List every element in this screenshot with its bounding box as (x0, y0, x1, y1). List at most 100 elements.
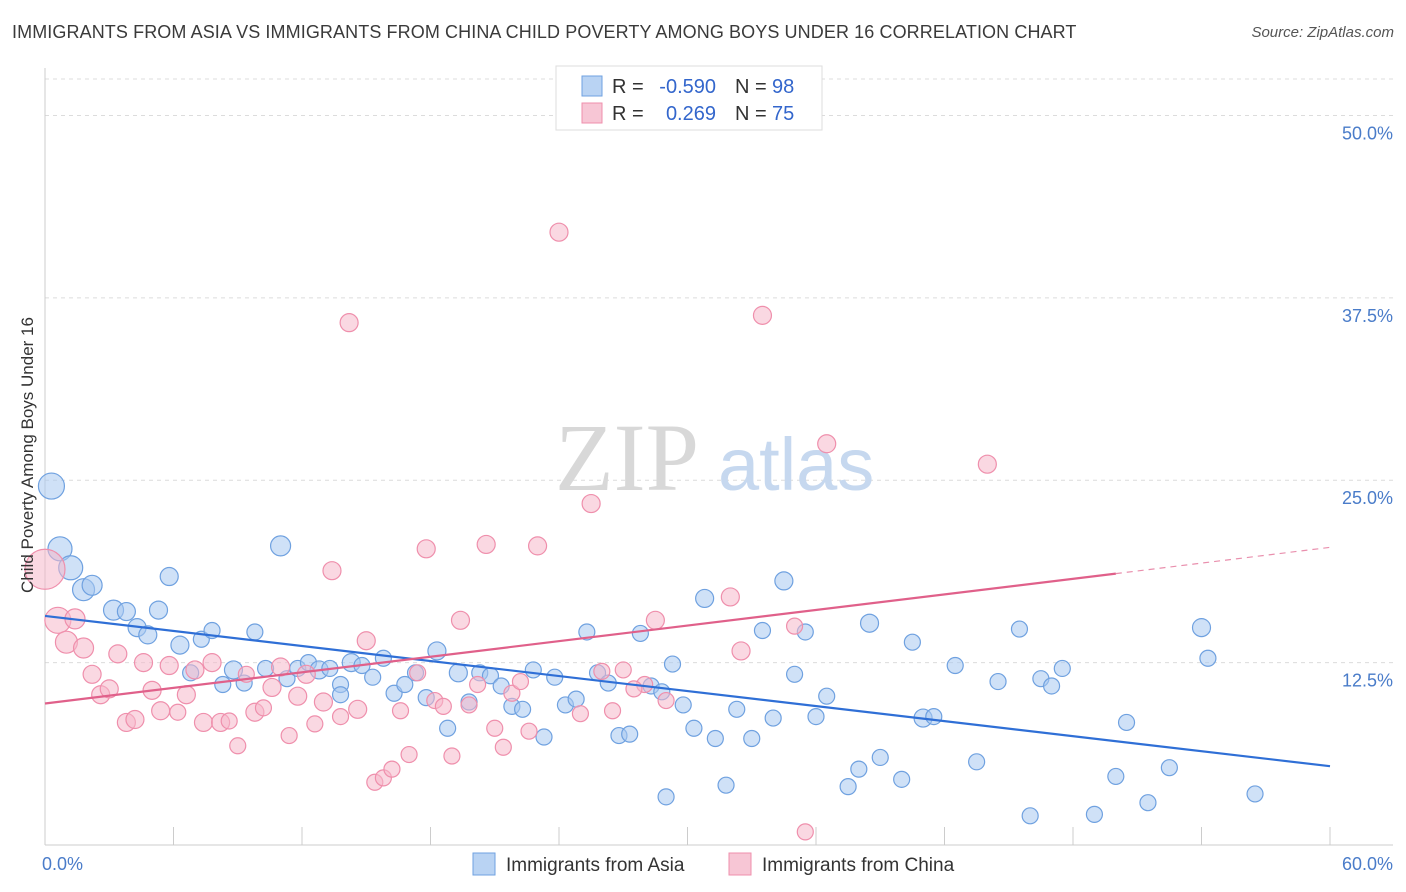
series-legend-label: Immigrants from China (762, 855, 955, 876)
china-point (288, 686, 308, 706)
asia-point (567, 690, 585, 708)
asia-point (818, 687, 836, 705)
china-point (486, 719, 504, 737)
china-point (527, 536, 548, 556)
y-tick-label: 12.5% (1342, 671, 1393, 691)
asia-point (621, 725, 639, 743)
asia-point (839, 778, 857, 796)
asia-point (706, 729, 724, 748)
asia-point (871, 748, 889, 767)
china-point (571, 705, 590, 723)
asia-point (893, 770, 911, 788)
china-point (229, 737, 247, 755)
asia-trend-line (44, 614, 1331, 768)
asia-point (663, 655, 682, 673)
asia-point (1246, 785, 1264, 803)
asia-point (159, 566, 179, 587)
china-point (977, 454, 997, 474)
asia-point (774, 571, 794, 591)
watermark-zip: ZIP (555, 404, 699, 511)
asia-point (1107, 767, 1125, 786)
china-point (72, 637, 95, 659)
asia-point (1021, 807, 1039, 825)
series-legend-swatch (728, 852, 752, 876)
asia-point (364, 668, 382, 686)
china-point (254, 699, 273, 717)
watermark-atlas: atlas (718, 423, 874, 506)
asia-point (717, 776, 735, 794)
x-tick-label-max: 60.0% (1342, 854, 1393, 874)
asia-point (859, 613, 880, 633)
series-legend-swatch (472, 852, 496, 876)
series-legend: Immigrants from Asia Immigrants from Chin… (472, 852, 955, 876)
asia-point (753, 621, 772, 640)
asia-point (807, 708, 825, 726)
asia-point (1085, 805, 1104, 823)
r-value: -0.590 (659, 76, 716, 98)
asia-point (674, 696, 692, 714)
china-point (657, 691, 675, 710)
data-points (24, 222, 1264, 841)
china-trend-extension (1115, 546, 1331, 575)
china-point (400, 745, 418, 764)
asia-point (116, 601, 136, 622)
china-point (99, 679, 119, 699)
asia-point (657, 788, 675, 806)
asia-point (396, 675, 414, 694)
china-point (752, 305, 773, 325)
china-point (391, 702, 410, 720)
china-point (262, 677, 282, 698)
china-point (720, 587, 740, 607)
china-point (185, 660, 205, 680)
asia-point (513, 700, 532, 718)
china-point (331, 708, 350, 726)
asia-point (764, 709, 782, 727)
asia-point (785, 665, 804, 683)
china-point (503, 684, 521, 702)
china-point (443, 747, 461, 765)
china-point (469, 675, 487, 694)
stats-legend: R = -0.590 N = 98 R = 0.269 N = 75 (555, 65, 823, 131)
asia-point (728, 700, 746, 718)
china-point (356, 631, 376, 651)
china-point (581, 493, 601, 514)
series-legend-label: Immigrants from Asia (506, 855, 685, 876)
asia-point (903, 633, 921, 651)
asia-point (946, 656, 964, 675)
china-point (416, 539, 436, 559)
asia-point (214, 675, 232, 694)
asia-point (1053, 659, 1071, 678)
n-value: 98 (772, 76, 794, 98)
china-point (339, 313, 359, 333)
asia-point (1191, 618, 1212, 638)
asia-point (989, 672, 1007, 691)
asia-point (448, 663, 468, 683)
china-point (383, 760, 401, 778)
china-point (151, 701, 171, 721)
china-point (280, 726, 298, 745)
asia-point (743, 729, 761, 748)
china-point (348, 699, 368, 719)
asia-point (170, 635, 190, 655)
china-point (159, 655, 179, 676)
tick-labels: 12.5% 25.0% 37.5% 50.0% 0.0% 60.0% (42, 123, 1393, 874)
china-point (460, 696, 478, 714)
r-value: 0.269 (666, 103, 716, 125)
stats-legend-swatch (581, 102, 603, 124)
r-label: R = (612, 103, 644, 125)
asia-point (524, 661, 542, 679)
asia-point (1160, 759, 1178, 777)
china-point (202, 653, 222, 673)
n-value: 75 (772, 103, 794, 125)
china-point (476, 534, 496, 555)
asia-point (685, 719, 703, 737)
china-point (520, 722, 538, 740)
asia-point (1117, 713, 1136, 732)
china-point (306, 715, 324, 733)
china-trend-line (44, 572, 1116, 705)
asia-point (331, 686, 350, 704)
asia-point (1139, 794, 1157, 812)
y-tick-label: 25.0% (1342, 488, 1393, 508)
china-point (169, 703, 187, 721)
